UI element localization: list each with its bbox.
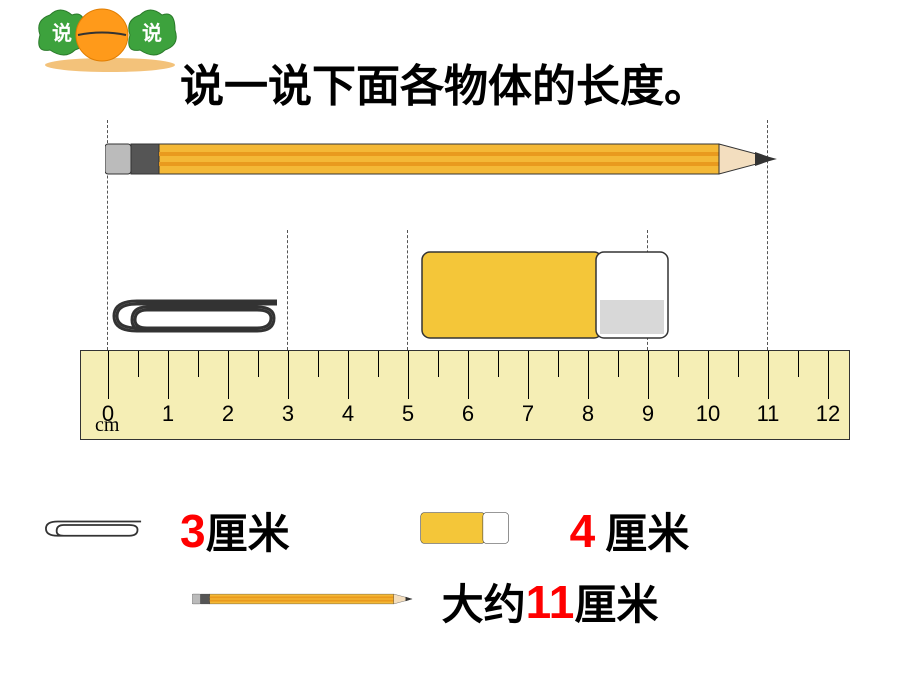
ruler-number: 2 [222, 401, 234, 427]
answer-row-1: 3 厘米 4 厘米 [40, 500, 890, 561]
paperclip-object [107, 290, 292, 340]
ruler-tick-minor [138, 351, 139, 377]
ruler-tick-minor [618, 351, 619, 377]
ruler-number: 8 [582, 401, 594, 427]
ruler-tick-minor [438, 351, 439, 377]
ruler-tick-minor [798, 351, 799, 377]
ruler-number: 6 [462, 401, 474, 427]
ruler-number: 11 [757, 401, 780, 427]
ruler-tick-minor [258, 351, 259, 377]
ruler-number: 1 [162, 401, 174, 427]
corner-char-left: 说 [52, 21, 72, 45]
eraser-answer-unit: 厘米 [605, 500, 689, 561]
ruler-number: 7 [522, 401, 534, 427]
measurement-diagram: cm 0123456789101112 [80, 120, 850, 490]
ruler-tick-minor [378, 351, 379, 377]
ruler-tick-minor [738, 351, 739, 377]
guide-eraser-start [407, 230, 408, 350]
ruler-tick-minor [498, 351, 499, 377]
corner-char-right: 说 [142, 21, 162, 45]
clip-answer-value: 3 [180, 504, 206, 558]
ruler-tick-major [828, 351, 829, 399]
eraser-icon [420, 509, 510, 552]
ruler-tick-minor [678, 351, 679, 377]
ruler-tick-major [648, 351, 649, 399]
clip-answer-unit: 厘米 [206, 500, 290, 561]
ruler-tick-major [408, 351, 409, 399]
ruler-number: 5 [402, 401, 414, 427]
pencil-object [105, 140, 805, 178]
ruler-tick-major [708, 351, 709, 399]
ruler-tick-major [768, 351, 769, 399]
ruler-number: 12 [816, 401, 840, 427]
ruler-tick-major [588, 351, 589, 399]
ruler-tick-major [288, 351, 289, 399]
ruler-tick-major [528, 351, 529, 399]
page-title: 说一说下面各物体的长度。 [180, 50, 708, 114]
ruler-number: 10 [696, 401, 720, 427]
ruler-tick-major [348, 351, 349, 399]
ruler-number: 0 [102, 401, 114, 427]
ruler-tick-major [108, 351, 109, 399]
eraser-object [420, 250, 672, 340]
ruler-number: 3 [282, 401, 294, 427]
ruler-tick-major [228, 351, 229, 399]
eraser-answer-value: 4 [570, 504, 596, 558]
ruler-tick-minor [198, 351, 199, 377]
paperclip-icon [40, 510, 150, 551]
ruler-number: 4 [342, 401, 354, 427]
corner-decoration: 说 说 [30, 5, 190, 80]
ruler-tick-major [468, 351, 469, 399]
answers-section: 3 厘米 4 厘米 大约 11 厘米 [40, 500, 890, 642]
ruler-number: 9 [642, 401, 654, 427]
pencil-answer-value: 11 [526, 575, 575, 629]
answer-row-2: 大约 11 厘米 [0, 571, 890, 632]
ruler: cm 0123456789101112 [80, 350, 850, 440]
pencil-answer-prefix: 大约 [442, 571, 526, 632]
ruler-tick-minor [318, 351, 319, 377]
ruler-tick-major [168, 351, 169, 399]
ruler-tick-minor [558, 351, 559, 377]
pencil-answer-unit: 厘米 [574, 571, 658, 632]
pencil-icon [192, 587, 422, 616]
